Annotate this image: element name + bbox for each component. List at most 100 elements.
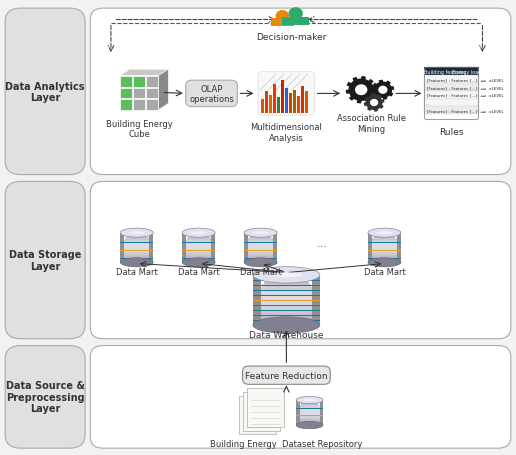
Bar [376,234,393,236]
Ellipse shape [253,267,320,283]
Ellipse shape [244,258,277,268]
Bar [182,233,186,263]
Bar [250,261,271,263]
Bar [253,305,320,306]
Bar [121,252,153,254]
Bar [296,414,323,415]
Bar [125,259,149,261]
Bar [244,233,248,263]
Bar [374,261,395,263]
Text: Data Warehouse: Data Warehouse [249,330,324,339]
Bar [128,234,145,236]
Bar [260,288,313,290]
Text: Data Mart: Data Mart [240,267,281,276]
Bar [133,77,145,87]
Text: Rules: Rules [439,127,464,136]
Bar [247,389,284,427]
Bar [182,249,215,251]
Bar [377,233,392,235]
Bar [296,400,323,425]
Bar [301,86,304,113]
Ellipse shape [376,232,393,235]
Bar [123,242,151,243]
Bar [373,238,396,241]
Bar [182,251,215,252]
Ellipse shape [182,228,215,238]
Bar [122,243,152,245]
Bar [262,320,311,323]
Bar [424,100,479,107]
Bar [120,233,153,263]
Bar [281,81,284,113]
Bar [273,85,276,113]
Bar [304,400,315,401]
FancyBboxPatch shape [5,9,85,175]
Polygon shape [364,94,384,112]
Ellipse shape [120,228,153,238]
Bar [245,252,277,254]
Bar [264,282,309,285]
Bar [272,275,301,278]
Bar [297,411,322,413]
Text: Multidimensional
Analysis: Multidimensional Analysis [250,123,322,142]
Bar [424,76,479,84]
Text: {Features} : Features {...}  ⟹  ±LEVEL: {Features} : Features {...} ⟹ ±LEVEL [426,109,504,113]
Bar [267,280,306,283]
Bar [244,248,277,249]
Bar [368,246,400,248]
Bar [369,255,399,257]
Bar [297,410,322,411]
Bar [185,242,213,243]
Bar [302,402,317,404]
Bar [289,94,292,113]
Text: {Features} : Features {...}  ⟹  ±LEVEL: {Features} : Features {...} ⟹ ±LEVEL [426,86,504,90]
Bar [245,246,277,248]
Bar [300,405,319,406]
Bar [250,237,271,239]
Bar [189,236,208,238]
Bar [368,248,401,249]
Ellipse shape [303,399,316,401]
Bar [120,258,153,259]
Bar [253,295,320,296]
Bar [182,250,215,253]
Bar [247,240,274,242]
Bar [298,419,321,420]
Text: Decision-maker: Decision-maker [256,33,327,42]
Bar [133,88,145,99]
Bar [183,246,215,248]
Bar [299,406,320,408]
Bar [253,300,320,301]
Text: ...: ... [317,238,328,248]
Bar [253,275,261,325]
Bar [312,275,320,325]
Bar [296,415,323,416]
Bar [191,233,206,235]
Bar [260,318,313,320]
Bar [296,415,323,416]
FancyBboxPatch shape [5,346,85,448]
Bar [182,258,215,259]
Circle shape [276,11,289,23]
Bar [247,242,275,243]
Circle shape [378,86,388,95]
Ellipse shape [253,317,320,334]
Bar [123,240,150,242]
Bar [369,243,399,245]
Bar [121,246,153,248]
Text: Building features: Building features [424,70,466,75]
Circle shape [288,8,303,21]
Bar [187,238,211,241]
Bar [253,305,320,308]
Bar [297,409,322,410]
Polygon shape [372,81,394,101]
Bar [368,251,401,252]
Text: Building Energy
Cube: Building Energy Cube [106,120,173,139]
Bar [424,107,479,115]
Text: {Features} : Features {...}  ⟹  ±LEVEL: {Features} : Features {...} ⟹ ±LEVEL [426,78,504,82]
Bar [244,249,277,251]
Bar [253,300,320,303]
Polygon shape [282,18,309,26]
Bar [296,400,299,425]
Bar [121,253,152,255]
